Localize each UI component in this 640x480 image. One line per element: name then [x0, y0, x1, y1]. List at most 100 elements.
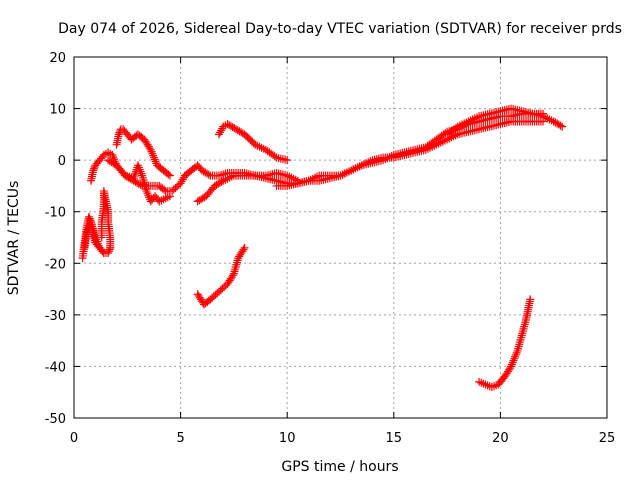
- series-arc-08: [214, 120, 292, 165]
- data-point: [89, 166, 98, 175]
- data-point: [114, 130, 123, 139]
- data-point: [133, 178, 142, 187]
- data-point: [223, 120, 232, 129]
- series-arc-09: [193, 243, 249, 309]
- data-points: [78, 104, 567, 392]
- data-point: [558, 122, 567, 131]
- data-point: [551, 118, 560, 127]
- data-point: [165, 171, 174, 180]
- data-point: [508, 358, 517, 367]
- data-point: [104, 156, 113, 165]
- data-point: [147, 147, 156, 156]
- data-point: [235, 127, 244, 136]
- x-tick-label: 10: [279, 431, 296, 446]
- x-tick-label: 25: [599, 431, 616, 446]
- y-tick-label: -30: [45, 309, 66, 324]
- y-tick-label: -10: [45, 206, 66, 221]
- data-point: [165, 192, 174, 201]
- data-point: [549, 117, 558, 126]
- data-point: [512, 348, 521, 357]
- data-point: [93, 237, 102, 246]
- x-tick-label: 0: [70, 431, 78, 446]
- data-point: [145, 144, 154, 153]
- data-point: [270, 152, 279, 161]
- data-point: [143, 189, 152, 198]
- data-point: [217, 177, 226, 186]
- x-axis-title: GPS time / hours: [281, 459, 398, 475]
- data-point: [136, 167, 145, 176]
- data-point: [148, 149, 157, 158]
- data-point: [197, 166, 206, 175]
- data-point: [109, 159, 118, 168]
- data-point: [214, 179, 223, 188]
- data-point: [131, 177, 140, 186]
- data-point: [160, 185, 169, 194]
- data-point: [105, 157, 114, 166]
- data-point: [199, 167, 208, 176]
- data-point: [230, 124, 239, 133]
- data-point: [225, 121, 234, 130]
- data-point: [226, 122, 235, 131]
- data-point: [201, 168, 210, 177]
- data-point: [142, 187, 151, 196]
- data-point: [193, 197, 202, 206]
- y-tick-label: -20: [45, 257, 66, 272]
- data-point: [108, 150, 117, 159]
- data-point: [146, 145, 155, 154]
- data-point: [554, 120, 563, 129]
- data-point: [283, 156, 292, 165]
- data-point: [212, 180, 221, 189]
- y-tick-label: 20: [49, 51, 66, 66]
- data-point: [510, 354, 519, 363]
- data-point: [84, 212, 93, 221]
- data-point: [107, 158, 116, 167]
- data-point: [556, 121, 565, 130]
- series-arc-12: [443, 104, 567, 139]
- data-point: [151, 157, 160, 166]
- data-point: [149, 153, 158, 162]
- data-point: [93, 239, 102, 248]
- data-point: [150, 155, 159, 164]
- data-point: [509, 356, 518, 365]
- series-arc-05: [104, 156, 174, 206]
- series-arc-10: [475, 295, 535, 392]
- data-point: [215, 178, 224, 187]
- data-point: [203, 169, 212, 178]
- x-tick-label: 20: [492, 431, 509, 446]
- data-point: [507, 362, 516, 371]
- data-point: [233, 126, 242, 135]
- data-point: [149, 151, 158, 160]
- data-point: [105, 245, 114, 254]
- data-point: [526, 295, 535, 304]
- x-tick-label: 5: [176, 431, 184, 446]
- series-arc-06: [97, 187, 115, 252]
- data-point: [507, 360, 516, 369]
- y-tick-label: -50: [45, 412, 66, 427]
- series-arc-02: [80, 218, 108, 257]
- data-point: [228, 123, 237, 132]
- data-point: [134, 163, 143, 172]
- data-point: [210, 181, 219, 190]
- y-tick-label: -40: [45, 360, 66, 375]
- data-point: [137, 169, 146, 178]
- data-point: [133, 161, 142, 170]
- data-point: [98, 247, 107, 256]
- data-point: [99, 248, 108, 257]
- data-point: [553, 119, 562, 128]
- data-point: [239, 245, 248, 254]
- data-point: [135, 165, 144, 174]
- data-point: [228, 271, 237, 280]
- data-point: [197, 195, 206, 204]
- x-tick-label: 15: [386, 431, 403, 446]
- data-point: [505, 364, 514, 373]
- chart-title: Day 074 of 2026, Sidereal Day-to-day VTE…: [58, 21, 622, 37]
- ticks: 0 5 10 15 20 25 -50 -40 -30 -20 -10 0 10 20: [45, 51, 616, 446]
- data-point: [106, 243, 115, 252]
- data-point: [198, 194, 207, 203]
- series-arc-11: [272, 117, 548, 190]
- data-point: [195, 196, 204, 205]
- data-point: [511, 350, 520, 359]
- y-axis-title: SDTVAR / TECUs: [6, 181, 22, 296]
- data-point: [511, 352, 520, 361]
